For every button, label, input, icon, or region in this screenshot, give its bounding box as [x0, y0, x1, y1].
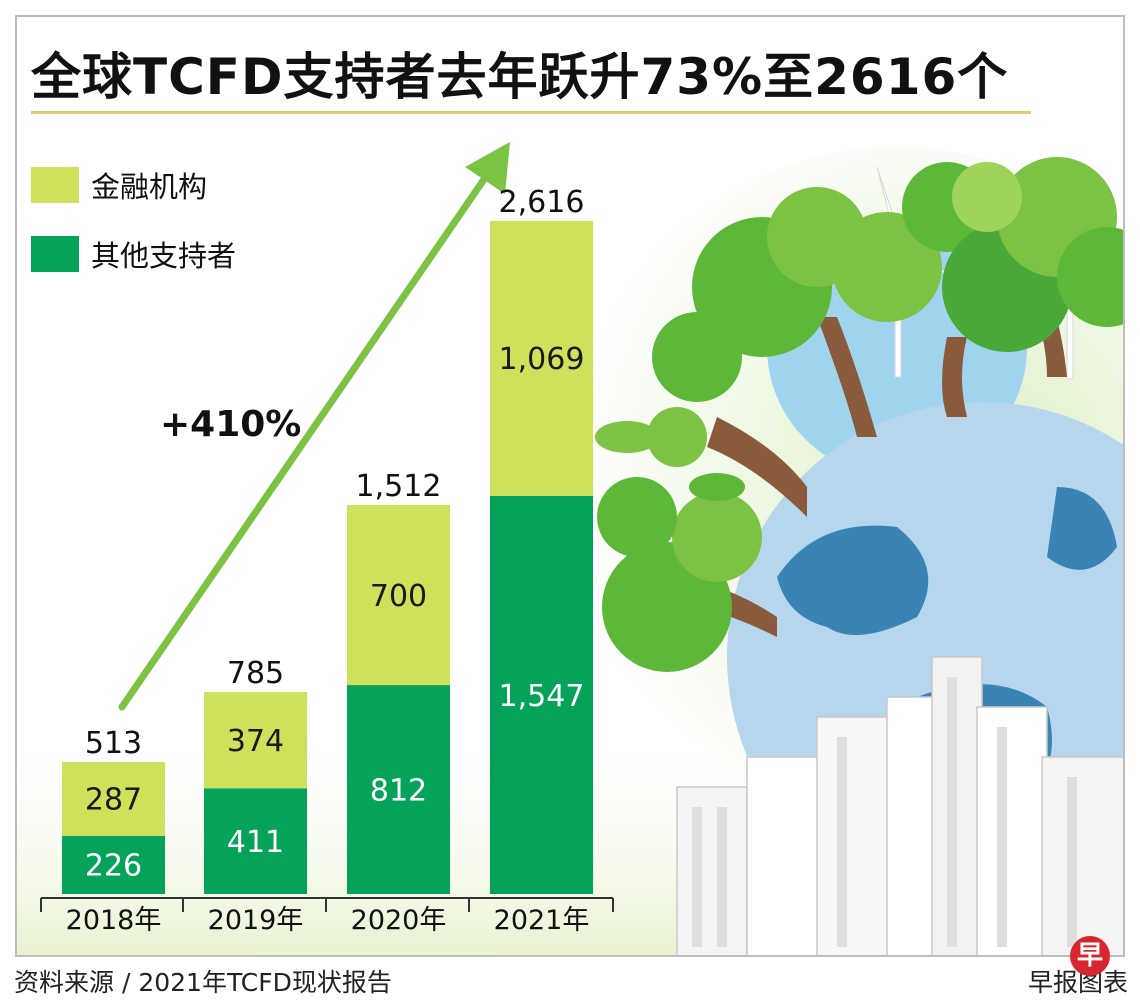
x-tick-label: 2021年 — [494, 905, 590, 936]
legend-label-other: 其他支持者 — [91, 239, 237, 273]
bar-value-label-other: 226 — [85, 849, 142, 884]
chart-frame: +410% 226 287 513 411 374 785 812 700 1,512 1,547… — [15, 15, 1125, 957]
x-axis: 2018年 2019年 2020年 2021年 — [40, 897, 614, 936]
bar-value-label-financial: 287 — [85, 783, 142, 818]
bar-segment-financial — [347, 504, 450, 686]
bar-segment-other — [347, 685, 450, 894]
continent-shape — [1047, 487, 1117, 570]
growth-arrow — [118, 142, 510, 711]
tree-trunk — [817, 317, 877, 437]
x-tick-label: 2019年 — [208, 905, 304, 936]
x-tick-label: 2018年 — [66, 905, 162, 936]
labels-layer: 226 287 513 411 374 785 812 700 1,512 1,547 1,069 2… — [85, 185, 585, 884]
bars-layer — [62, 220, 593, 894]
eco-illustration — [17, 147, 1123, 955]
continent-shape — [777, 525, 929, 635]
bar-value-label-financial: 1,069 — [499, 342, 585, 377]
bar-value-label-financial: 374 — [227, 724, 284, 759]
chart-title: 全球TCFD支持者去年跃升73%至2616个 — [31, 48, 1009, 106]
tree-icon — [595, 157, 1123, 672]
title-underline — [31, 111, 1031, 114]
source-note: 资料来源 / 2021年TCFD现状报告 — [14, 968, 392, 997]
legend-swatch-other — [31, 236, 79, 272]
bar-value-label-other: 411 — [227, 825, 284, 860]
tree-trunk — [707, 417, 807, 517]
legend-swatch-financial — [31, 167, 79, 203]
x-tick-label: 2020年 — [351, 905, 447, 936]
growth-label: +410% — [160, 404, 301, 445]
bar-value-label-financial: 700 — [370, 579, 427, 614]
bar-segment-other — [490, 495, 593, 894]
city-skyline — [676, 656, 1123, 955]
zaobao-logo-icon: 早 — [1070, 936, 1110, 976]
credit-note: 早报图表 — [1027, 968, 1128, 997]
bar-segment-financial — [204, 692, 307, 789]
bar-segment-financial — [490, 220, 593, 496]
tree-trunk — [942, 337, 967, 417]
arrow-head-icon — [465, 142, 510, 194]
bar-segment-financial — [62, 762, 165, 836]
bar-value-label-other: 1,547 — [499, 679, 585, 714]
bar-total-label: 2,616 — [499, 185, 585, 220]
legend-item-other: 其他支持者 — [31, 232, 236, 276]
bar-segment-other — [62, 835, 165, 894]
legend-item-financial: 金融机构 — [31, 163, 207, 207]
bar-segment-other — [204, 788, 307, 894]
chart-canvas: +410% 226 287 513 411 374 785 812 700 1,512 1,547… — [17, 142, 1123, 955]
bar-total-label: 1,512 — [356, 469, 442, 504]
legend-label-financial: 金融机构 — [91, 170, 208, 204]
bar-total-label: 513 — [85, 726, 142, 761]
bar-total-label: 785 — [227, 656, 284, 691]
bar-value-label-other: 812 — [370, 773, 427, 808]
